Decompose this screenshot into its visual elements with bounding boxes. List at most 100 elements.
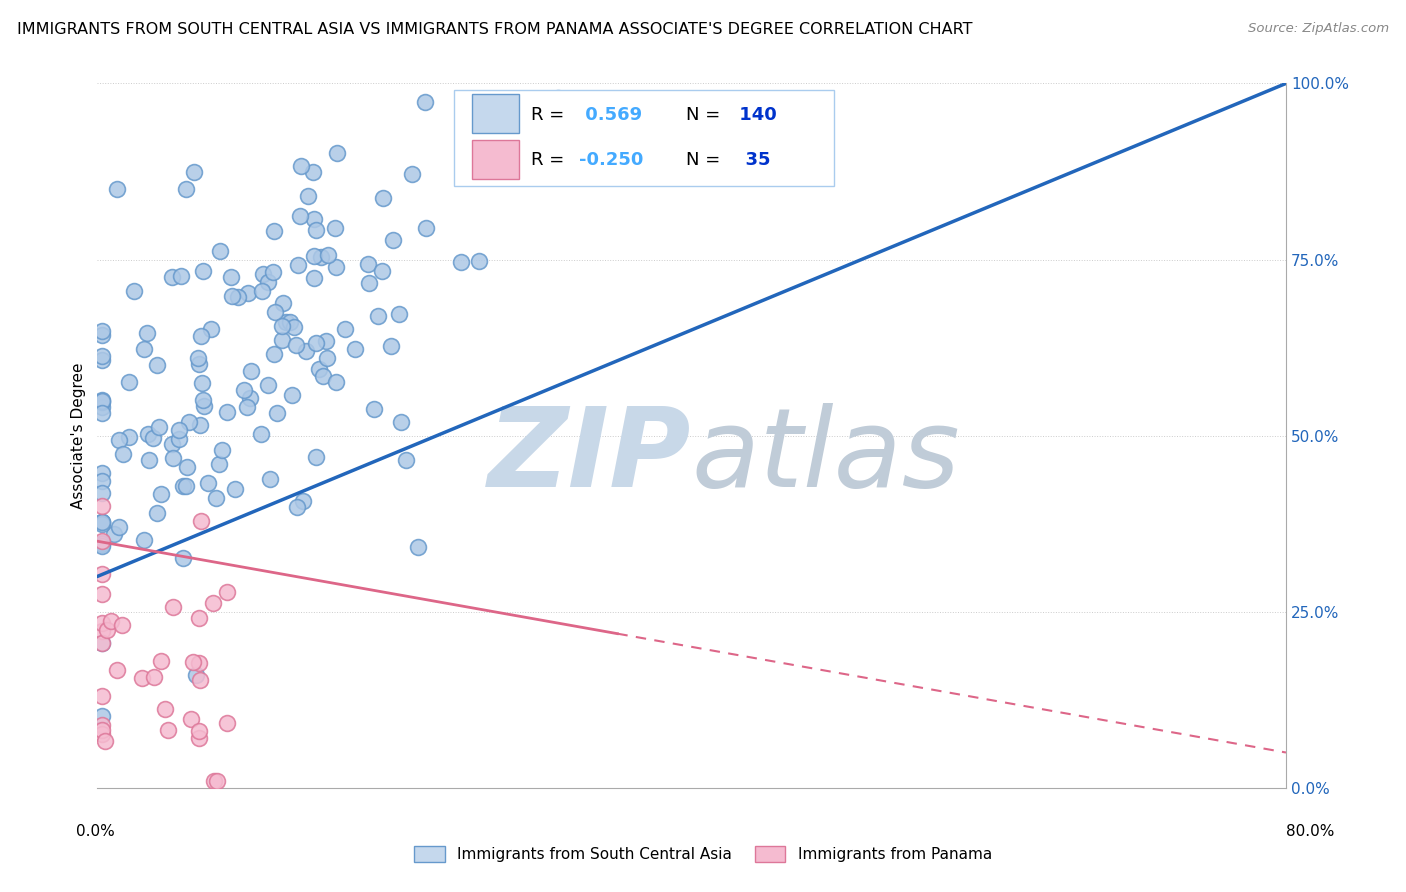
Point <box>193 399 215 413</box>
Point <box>167 423 190 437</box>
Text: N =: N = <box>686 152 720 169</box>
Point <box>367 309 389 323</box>
Point <box>100 614 122 628</box>
Point <box>90 539 112 553</box>
Point <box>217 405 239 419</box>
Point <box>108 434 131 448</box>
Point <box>283 319 305 334</box>
Point <box>232 383 254 397</box>
Point <box>90 709 112 723</box>
Point <box>188 657 211 671</box>
Point <box>191 264 214 278</box>
Point <box>90 400 112 414</box>
Point <box>105 182 128 196</box>
Point <box>373 191 395 205</box>
Text: Source: ZipAtlas.com: Source: ZipAtlas.com <box>1249 22 1389 36</box>
Point <box>380 339 402 353</box>
Point <box>146 506 169 520</box>
Point <box>381 233 404 247</box>
Point <box>90 466 112 480</box>
Point <box>415 221 437 235</box>
Point <box>111 617 134 632</box>
Legend: Immigrants from South Central Asia, Immigrants from Panama: Immigrants from South Central Asia, Immi… <box>408 840 998 868</box>
Point <box>188 357 211 371</box>
Point <box>263 224 285 238</box>
Point <box>132 343 155 357</box>
Point <box>326 145 349 160</box>
Point <box>136 326 159 340</box>
Point <box>262 264 284 278</box>
Point <box>259 472 281 486</box>
Text: N =: N = <box>686 105 720 124</box>
Point <box>90 517 112 532</box>
Point <box>187 351 209 366</box>
Text: 140: 140 <box>734 105 778 124</box>
Point <box>415 95 437 109</box>
Point <box>305 335 328 350</box>
Point <box>142 431 165 445</box>
Point <box>236 401 259 415</box>
Point <box>174 182 197 196</box>
Text: IMMIGRANTS FROM SOUTH CENTRAL ASIA VS IMMIGRANTS FROM PANAMA ASSOCIATE'S DEGREE : IMMIGRANTS FROM SOUTH CENTRAL ASIA VS IM… <box>17 22 973 37</box>
Point <box>323 221 346 235</box>
Point <box>90 515 112 529</box>
Point <box>197 476 219 491</box>
Point <box>408 540 430 554</box>
Point <box>395 453 418 467</box>
Point <box>90 394 112 409</box>
Point <box>160 269 183 284</box>
Point <box>191 392 214 407</box>
Point <box>90 349 112 363</box>
Point <box>264 305 287 319</box>
Point <box>90 394 112 409</box>
Point <box>301 165 323 179</box>
Point <box>250 426 273 441</box>
Y-axis label: Associate's Degree: Associate's Degree <box>72 362 86 508</box>
Point <box>190 328 212 343</box>
Point <box>179 415 201 429</box>
Point <box>103 527 125 541</box>
Point <box>335 322 357 336</box>
Point <box>309 250 332 264</box>
Point <box>219 269 242 284</box>
Point <box>148 420 170 434</box>
Point <box>208 457 231 471</box>
Point <box>118 429 141 443</box>
Point <box>143 670 166 684</box>
Point <box>202 773 225 788</box>
Point <box>90 474 112 488</box>
Point <box>105 663 128 677</box>
Point <box>371 264 394 278</box>
Point <box>149 654 172 668</box>
Point <box>302 249 325 263</box>
Point <box>90 486 112 500</box>
Text: atlas: atlas <box>692 403 960 510</box>
Point <box>188 723 211 738</box>
Point <box>450 255 472 269</box>
Point <box>221 289 243 303</box>
Point <box>186 668 208 682</box>
Point <box>118 375 141 389</box>
Point <box>343 342 366 356</box>
Point <box>200 321 222 335</box>
Point <box>153 702 176 716</box>
Point <box>90 352 112 367</box>
FancyBboxPatch shape <box>454 90 834 186</box>
Point <box>145 358 167 372</box>
Point <box>183 656 205 670</box>
Text: R =: R = <box>531 152 564 169</box>
Point <box>90 726 112 740</box>
Point <box>217 716 239 731</box>
Point <box>284 338 307 352</box>
Point <box>209 244 232 258</box>
Point <box>304 211 326 226</box>
Point <box>224 483 246 497</box>
Point <box>156 723 179 738</box>
Point <box>240 364 263 378</box>
Point <box>94 734 117 748</box>
Point <box>90 515 112 529</box>
Point <box>170 269 193 284</box>
Point <box>90 499 112 513</box>
Point <box>190 514 212 528</box>
Point <box>160 437 183 451</box>
